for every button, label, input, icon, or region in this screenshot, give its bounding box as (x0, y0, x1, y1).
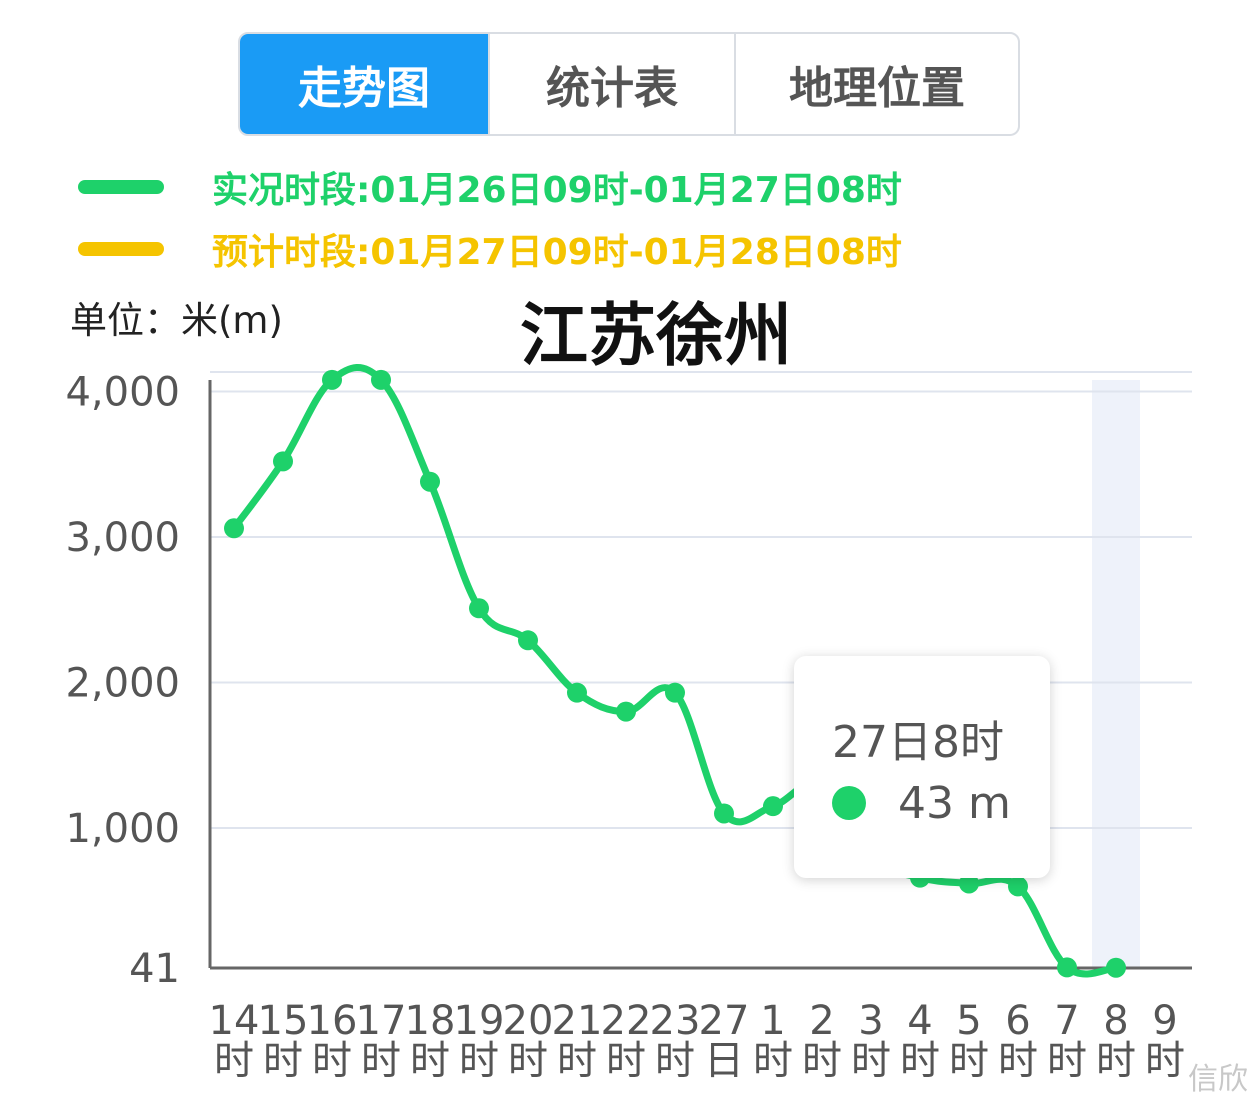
highlight-band (1092, 380, 1140, 968)
tab-statistics-table[interactable]: 统计表 (490, 34, 736, 134)
x-tick-unit: 时 (655, 1038, 695, 1084)
x-tick-unit: 时 (606, 1038, 646, 1084)
x-tick-label: 15 (258, 998, 309, 1044)
x-tick-label: 16 (307, 998, 358, 1044)
data-point (469, 598, 489, 619)
data-point (714, 803, 734, 824)
tab-geo-location[interactable]: 地理位置 (789, 63, 965, 114)
tab-trend-chart[interactable]: 走势图 (240, 34, 490, 134)
x-tick-label: 6 (1005, 998, 1030, 1044)
data-point (518, 630, 538, 651)
legend-observed-label: 实况时段:01月26日09时-01月27日08时 (212, 170, 902, 211)
x-tick-label: 21 (552, 998, 603, 1044)
y-tick-label: 3,000 (65, 515, 180, 561)
data-point (1057, 957, 1077, 978)
x-tick-unit: 时 (1096, 1038, 1136, 1084)
x-tick-unit: 时 (900, 1038, 940, 1084)
x-tick-label: 19 (454, 998, 505, 1044)
y-tick-label: 41 (129, 946, 180, 992)
x-tick-unit: 时 (263, 1038, 303, 1084)
legend-forecast-swatch (78, 242, 164, 256)
legend-forecast: 预计时段:01月27日09时-01月28日08时 (78, 224, 902, 274)
x-tick-label: 17 (356, 998, 407, 1044)
tooltip-series-dot (832, 786, 866, 820)
x-tick-label: 27 (699, 998, 750, 1044)
x-tick-unit: 时 (410, 1038, 450, 1084)
legend-observed: 实况时段:01月26日09时-01月27日08时 (78, 162, 902, 212)
x-tick-label: 9 (1152, 998, 1177, 1044)
x-tick-label: 8 (1103, 998, 1128, 1044)
x-tick-unit: 时 (851, 1038, 891, 1084)
legend-observed-swatch (78, 180, 164, 194)
y-tick-label: 2,000 (65, 661, 180, 707)
x-tick-label: 22 (601, 998, 652, 1044)
x-tick-label: 23 (650, 998, 701, 1044)
x-tick-label: 20 (503, 998, 554, 1044)
data-point (616, 701, 636, 722)
x-tick-unit: 时 (214, 1038, 254, 1084)
data-point (371, 369, 391, 390)
data-point (763, 796, 783, 817)
x-tick-unit: 时 (508, 1038, 548, 1084)
x-tick-label: 18 (405, 998, 456, 1044)
tooltip-value: 43 m (898, 778, 1011, 829)
chart-title: 江苏徐州 (520, 297, 793, 376)
x-tick-label: 1 (760, 998, 785, 1044)
x-tick-unit: 时 (949, 1038, 989, 1084)
x-tick-unit: 时 (1145, 1038, 1185, 1084)
data-point (665, 682, 685, 703)
data-point (224, 518, 244, 539)
x-tick-label: 5 (956, 998, 981, 1044)
x-tick-unit: 时 (459, 1038, 499, 1084)
data-point (273, 451, 293, 472)
watermark: 信欣 (1188, 1062, 1248, 1097)
chart-tooltip: 27日8时 43 m (794, 656, 1050, 878)
y-tick-label: 4,000 (65, 370, 180, 416)
data-point (420, 471, 440, 492)
data-point (567, 682, 587, 703)
data-point (1008, 876, 1028, 897)
view-tabs: 走势图 统计表 地理位置 (238, 32, 1020, 136)
data-point (1106, 957, 1126, 978)
x-tick-unit: 时 (998, 1038, 1038, 1084)
data-point (322, 369, 342, 390)
x-tick-label: 4 (907, 998, 932, 1044)
x-tick-label: 3 (858, 998, 883, 1044)
legend-forecast-label: 预计时段:01月27日09时-01月28日08时 (212, 232, 902, 273)
y-tick-label: 1,000 (65, 806, 180, 852)
x-tick-unit: 时 (361, 1038, 401, 1084)
tooltip-title: 27日8时 (832, 717, 1004, 768)
x-tick-unit: 日 (704, 1038, 744, 1084)
x-tick-label: 7 (1054, 998, 1079, 1044)
unit-label: 单位：米(m) (70, 299, 283, 342)
data-point (959, 873, 979, 894)
x-tick-unit: 时 (753, 1038, 793, 1084)
x-tick-unit: 时 (312, 1038, 352, 1084)
x-tick-label: 14 (209, 998, 260, 1044)
x-tick-unit: 时 (557, 1038, 597, 1084)
x-tick-unit: 时 (1047, 1038, 1087, 1084)
x-tick-label: 2 (809, 998, 834, 1044)
x-tick-unit: 时 (802, 1038, 842, 1084)
